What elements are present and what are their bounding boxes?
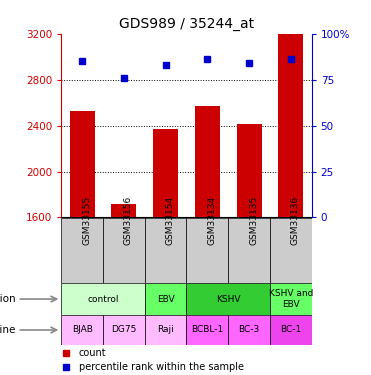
Bar [270, 217, 312, 283]
Bar [187, 283, 270, 315]
Text: GSM33156: GSM33156 [124, 196, 133, 245]
Bar [278, 34, 303, 218]
Bar [61, 217, 103, 283]
Text: GSM33135: GSM33135 [249, 196, 258, 245]
Text: GSM33155: GSM33155 [82, 196, 91, 245]
Text: count: count [79, 348, 106, 358]
Bar [187, 217, 228, 283]
Bar [145, 217, 187, 283]
Bar [270, 283, 312, 315]
Text: EBV: EBV [157, 295, 174, 304]
Bar [145, 283, 187, 315]
Bar [70, 111, 95, 218]
Bar [237, 124, 262, 217]
Bar [103, 217, 145, 283]
Bar [195, 106, 220, 218]
Text: GSM33154: GSM33154 [165, 196, 175, 245]
Text: GSM33134: GSM33134 [207, 196, 216, 245]
Text: DG75: DG75 [111, 326, 137, 334]
Bar [228, 217, 270, 283]
Text: KSHV and
EBV: KSHV and EBV [269, 290, 313, 309]
Text: infection: infection [0, 294, 15, 304]
Bar [111, 204, 137, 218]
Bar [153, 129, 178, 218]
Text: BJAB: BJAB [72, 326, 92, 334]
Text: BC-3: BC-3 [239, 326, 260, 334]
Text: cell line: cell line [0, 325, 15, 335]
Bar [61, 315, 103, 345]
Text: BC-1: BC-1 [280, 326, 301, 334]
Text: KSHV: KSHV [216, 295, 240, 304]
Text: percentile rank within the sample: percentile rank within the sample [79, 362, 244, 372]
Bar [187, 315, 228, 345]
Text: control: control [87, 295, 119, 304]
Bar [228, 315, 270, 345]
Text: GSM33136: GSM33136 [291, 196, 300, 245]
Text: Raji: Raji [157, 326, 174, 334]
Text: BCBL-1: BCBL-1 [191, 326, 223, 334]
Bar [145, 315, 187, 345]
Bar [270, 315, 312, 345]
Title: GDS989 / 35244_at: GDS989 / 35244_at [119, 17, 254, 32]
Bar [61, 283, 145, 315]
Bar [103, 315, 145, 345]
